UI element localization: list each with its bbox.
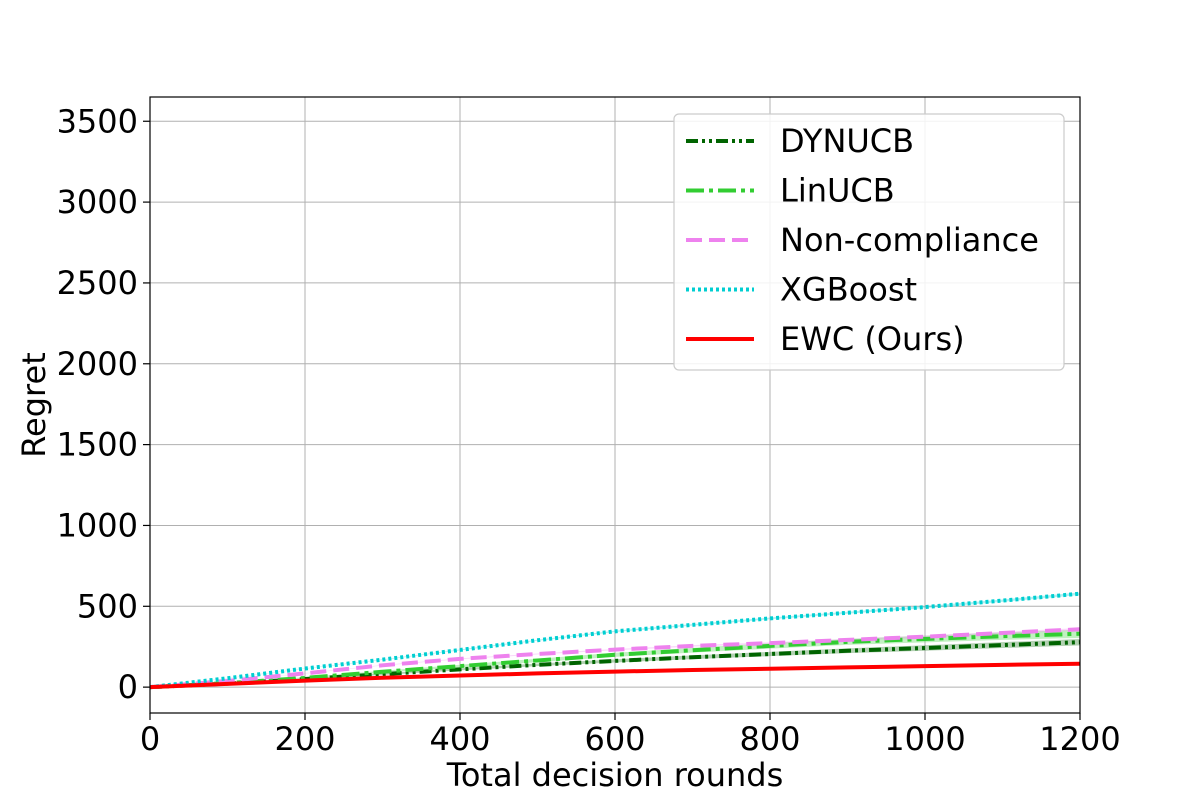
x-tick-label: 200 bbox=[274, 720, 335, 758]
y-axis-label: Regret bbox=[15, 352, 53, 457]
x-tick-label: 1200 bbox=[1039, 720, 1120, 758]
x-tick-label: 1000 bbox=[884, 720, 965, 758]
y-tick-label: 3500 bbox=[57, 102, 138, 140]
legend-label: DYNUCB bbox=[780, 122, 914, 160]
y-tick-label: 0 bbox=[118, 668, 138, 706]
series-line bbox=[149, 591, 1081, 690]
x-tick-label: 600 bbox=[584, 720, 645, 758]
y-tick-label: 2000 bbox=[57, 345, 138, 383]
x-tick-label: 400 bbox=[429, 720, 490, 758]
legend-box bbox=[673, 113, 1065, 371]
series-line bbox=[149, 627, 1081, 690]
legend-label: XGBoost bbox=[780, 271, 917, 309]
series-line bbox=[149, 631, 1081, 690]
y-tick-label: 1500 bbox=[57, 426, 138, 464]
y-tick-label: 3000 bbox=[57, 183, 138, 221]
legend: DYNUCB LinUCB Non-compliance XGBoost EWC (Ou… bbox=[673, 113, 1065, 371]
y-tick-label: 1000 bbox=[57, 506, 138, 544]
x-tick-label: 0 bbox=[140, 720, 160, 758]
legend-label: LinUCB bbox=[780, 172, 895, 210]
legend-label: Non-compliance bbox=[780, 221, 1039, 259]
x-axis-label: Total decision rounds bbox=[446, 756, 784, 794]
axis-ticks: 0 200 400 600 800 1000 1200 0 500 1000 1500 2000 250… bbox=[57, 102, 1121, 758]
series-lines bbox=[149, 591, 1081, 690]
y-tick-label: 2500 bbox=[57, 264, 138, 302]
y-tick-label: 500 bbox=[77, 587, 138, 625]
legend-label: EWC (Ours) bbox=[780, 320, 965, 358]
x-tick-label: 800 bbox=[739, 720, 800, 758]
series-line bbox=[149, 661, 1081, 690]
